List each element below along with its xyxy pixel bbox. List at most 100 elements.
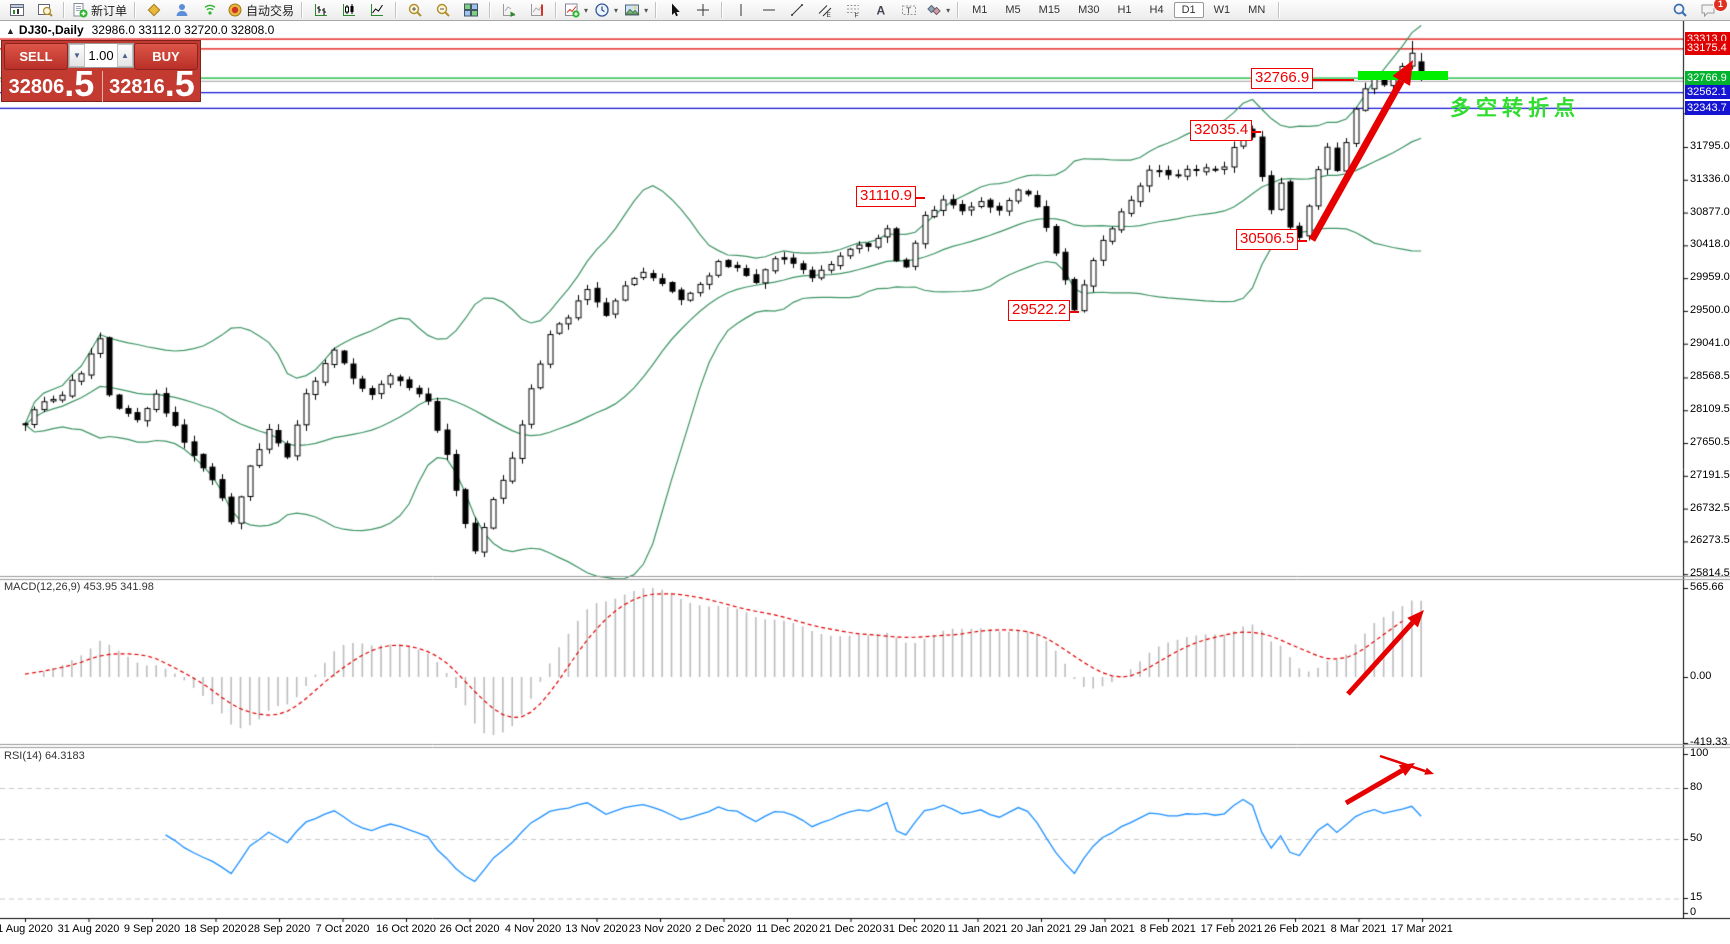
line-chart-button[interactable] — [363, 1, 391, 20]
timeframe-m5-button[interactable]: M5 — [1005, 4, 1021, 16]
periods-button[interactable]: ▾ — [591, 1, 621, 20]
volume-value[interactable]: 1.00 — [88, 48, 114, 63]
toolbar-right-group: 1 — [1666, 0, 1728, 20]
timeframe-m1-button[interactable]: M1 — [972, 4, 988, 16]
chart-window-icon — [9, 2, 25, 18]
price-callout-label[interactable]: 29522.2 — [1008, 300, 1080, 321]
vertical-line-tool-button[interactable] — [727, 1, 755, 20]
volume-decrease-button[interactable]: ▼ — [69, 44, 85, 67]
notifications-button[interactable]: 1 — [1694, 0, 1728, 20]
toolbar-separator — [1278, 2, 1281, 18]
timeframe-h1-button[interactable]: H1 — [1117, 4, 1132, 16]
zoom-in-icon — [407, 2, 423, 18]
text-label-tool-button[interactable]: T — [895, 1, 923, 20]
date-axis-label: 1 Aug 2020 — [0, 923, 53, 935]
price-callout-label[interactable]: 30506.5 — [1236, 229, 1308, 250]
auto-trading-button[interactable]: 自动交易 — [224, 1, 297, 20]
date-axis-label: 16 Oct 2020 — [376, 923, 436, 935]
candlestick-chart-button[interactable] — [335, 1, 363, 20]
timeframe-d1-button[interactable]: D1 — [1173, 2, 1204, 18]
timeframe-w1-button[interactable]: W1 — [1213, 4, 1231, 16]
search-button[interactable] — [1666, 1, 1694, 20]
svg-text:F: F — [855, 13, 859, 19]
toolbar-separator — [655, 2, 658, 18]
buy-price-display: 32816.5 — [103, 66, 201, 102]
one-click-trade-panel: SELL ▼ 1.00 ▲ BUY 32806.5 32816.5 — [1, 40, 201, 102]
volume-increase-button[interactable]: ▲ — [117, 44, 133, 67]
candles-chart-icon — [341, 2, 357, 18]
data-window-button[interactable] — [168, 1, 196, 20]
price-axis-tick: 26273.5 — [1690, 534, 1730, 547]
dropdown-caret-icon[interactable]: ▾ — [614, 5, 619, 15]
price-callout-label[interactable]: 32766.9 — [1251, 68, 1355, 89]
price-axis-tick: 27650.5 — [1690, 436, 1730, 449]
templates-button[interactable]: ▾ — [621, 1, 651, 20]
price-axis-tick: 25814.5 — [1690, 567, 1730, 580]
chart-shift-button[interactable] — [523, 1, 551, 20]
buy-button[interactable]: BUY — [134, 43, 198, 70]
channel-icon: E — [817, 2, 833, 18]
date-axis-label: 8 Feb 2021 — [1140, 923, 1196, 935]
new-order-button[interactable]: 新订单 — [69, 1, 130, 20]
price-axis-tick: 29500.0 — [1690, 303, 1730, 316]
auto-scroll-button[interactable] — [495, 1, 523, 20]
market-depth-button[interactable] — [140, 1, 168, 20]
price-callout-label[interactable]: 32035.4 — [1190, 120, 1262, 141]
zoom-in-button[interactable] — [401, 1, 429, 20]
highlight-zone-box[interactable] — [1358, 71, 1448, 80]
turning-point-note[interactable]: 多空转折点 — [1450, 97, 1580, 120]
sell-button[interactable]: SELL — [4, 43, 68, 70]
timeframe-m30-button[interactable]: M30 — [1078, 4, 1100, 16]
price-axis-tick: 27191.5 — [1690, 468, 1730, 481]
fibo-icon: F — [845, 2, 861, 18]
callout-leader-line — [1251, 130, 1262, 133]
crosshair-tool-button[interactable] — [689, 1, 717, 20]
text-tool-button[interactable]: A — [867, 1, 895, 20]
new-order-icon — [72, 2, 88, 18]
toolbar-separator — [134, 2, 137, 18]
channel-tool-button[interactable]: E — [811, 1, 839, 20]
bar-chart-button[interactable] — [307, 1, 335, 20]
callout-leader-line — [1069, 310, 1080, 313]
toolbar-separator — [395, 2, 398, 18]
chart-ohlc-values: 32986.0 33112.0 32720.0 32808.0 — [91, 23, 275, 37]
chart-window-button[interactable] — [3, 1, 31, 20]
trendline-tool-button[interactable] — [783, 1, 811, 20]
dropdown-caret-icon[interactable]: ▾ — [946, 5, 951, 15]
zoom-out-button[interactable] — [429, 1, 457, 20]
horizontal-line-tool-button[interactable] — [755, 1, 783, 20]
hline-icon — [761, 2, 777, 18]
dropdown-caret-icon[interactable]: ▾ — [584, 5, 589, 15]
price-axis-tick: 26732.5 — [1690, 501, 1730, 514]
toolbar-separator — [555, 2, 558, 18]
price-level-tag: 32343.7 — [1685, 100, 1730, 115]
date-axis-label: 28 Sep 2020 — [247, 923, 311, 935]
fibonacci-tool-button[interactable]: F — [839, 1, 867, 20]
vline-icon — [733, 2, 749, 18]
zoom-out-icon — [435, 2, 451, 18]
sell-price-main: 32806 — [8, 76, 65, 98]
price-callout-label[interactable]: 31110.9 — [856, 186, 925, 207]
line-chart-icon — [369, 2, 385, 18]
price-axis-tick: 31336.0 — [1690, 172, 1730, 185]
indicators-button[interactable]: ▾ — [561, 1, 591, 20]
cursor-tool-button[interactable] — [661, 1, 689, 20]
chart-canvas[interactable] — [0, 21, 1730, 944]
signals-button[interactable] — [196, 1, 224, 20]
volume-stepper[interactable]: ▼ 1.00 ▲ — [68, 43, 134, 68]
market-watch-button[interactable] — [31, 1, 59, 20]
tile-windows-button[interactable] — [457, 1, 485, 20]
date-axis-label: 9 Sep 2020 — [123, 923, 181, 935]
shapes-tool-button[interactable]: ▾ — [923, 1, 953, 20]
dropdown-caret-icon[interactable]: ▾ — [644, 5, 649, 15]
date-axis-label: 31 Dec 2020 — [882, 923, 946, 935]
sell-price-display: 32806.5 — [2, 66, 101, 102]
collapse-panel-icon[interactable]: ▲ — [6, 26, 15, 36]
timeframe-mn-button[interactable]: MN — [1248, 4, 1266, 16]
timeframe-m15-button[interactable]: M15 — [1038, 4, 1061, 16]
callout-leader-line — [1312, 78, 1355, 81]
trendline-icon — [789, 2, 805, 18]
date-axis-label: 4 Nov 2020 — [504, 923, 562, 935]
timeframe-h4-button[interactable]: H4 — [1149, 4, 1164, 16]
